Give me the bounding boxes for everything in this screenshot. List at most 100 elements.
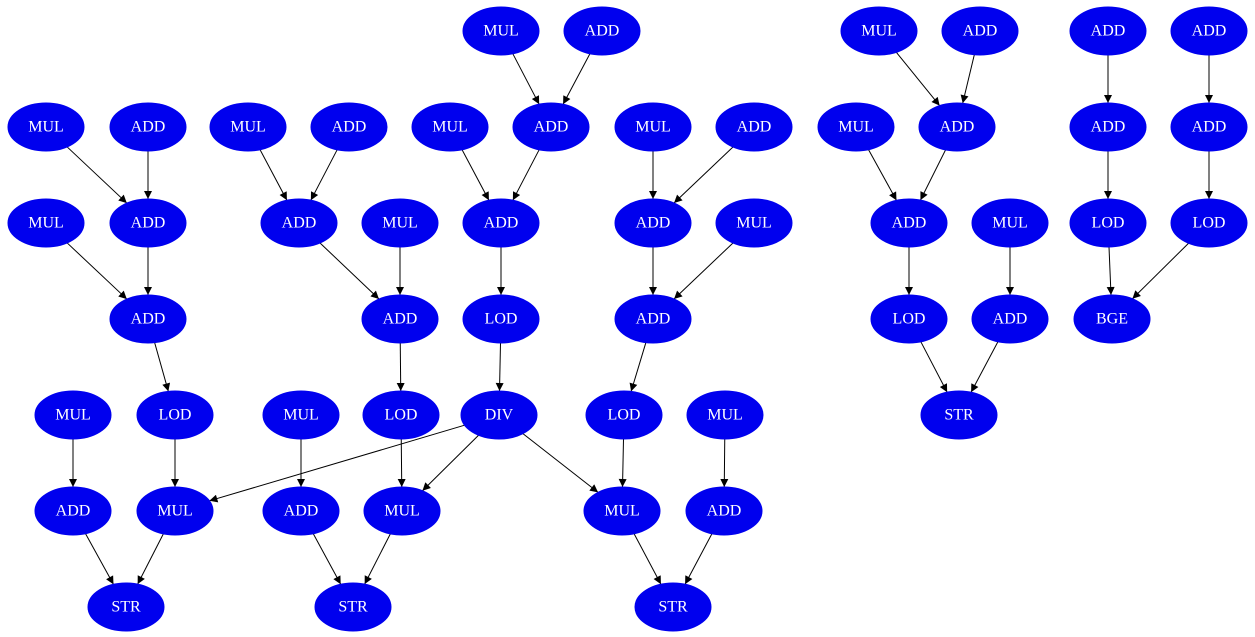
node-label: ADD: [131, 119, 166, 136]
edge: [673, 146, 734, 204]
node-label: MUL: [861, 23, 897, 40]
edge: [209, 424, 465, 503]
node-label: ADD: [1091, 119, 1126, 136]
node: [7, 102, 85, 152]
node: [685, 486, 763, 536]
edge: [919, 149, 947, 201]
node-label: MUL: [55, 407, 91, 424]
node-label: ADD: [282, 215, 317, 232]
node-label: BGE: [1096, 311, 1128, 328]
node-label: MUL: [28, 215, 64, 232]
edge: [522, 433, 599, 493]
node-label: ADD: [585, 23, 620, 40]
node: [614, 102, 692, 152]
node-label: LOD: [1193, 215, 1226, 232]
edge: [396, 342, 405, 392]
node: [361, 294, 439, 344]
node: [634, 582, 712, 632]
edge: [364, 533, 391, 585]
node: [209, 102, 287, 152]
edge: [633, 533, 662, 585]
edge: [720, 438, 729, 488]
node-label: MUL: [432, 119, 468, 136]
edge: [312, 533, 342, 585]
edge: [461, 149, 490, 201]
node-label: ADD: [284, 503, 319, 520]
edge: [629, 342, 647, 392]
node-label: LOD: [485, 311, 518, 328]
node-label: ADD: [332, 119, 367, 136]
edge: [673, 242, 734, 300]
node: [971, 294, 1049, 344]
node: [109, 198, 187, 248]
node: [1170, 6, 1248, 56]
node-label: LOD: [385, 407, 418, 424]
node-label: MUL: [483, 23, 519, 40]
node-label: MUL: [707, 407, 743, 424]
edge: [618, 438, 627, 488]
node: [362, 390, 440, 440]
node: [462, 198, 540, 248]
node: [614, 294, 692, 344]
edge: [684, 533, 713, 585]
node: [1170, 102, 1248, 152]
edge: [319, 242, 380, 300]
node: [314, 582, 392, 632]
node: [109, 294, 187, 344]
node: [7, 198, 85, 248]
edge: [562, 53, 591, 105]
edge: [85, 533, 114, 585]
node-label: MUL: [736, 215, 772, 232]
node-label: ADD: [534, 119, 569, 136]
node-label: ADD: [131, 215, 166, 232]
node-label: LOD: [1092, 215, 1125, 232]
node: [686, 390, 764, 440]
node: [1069, 198, 1147, 248]
node-label: ADD: [993, 311, 1028, 328]
edge: [1132, 242, 1189, 300]
node-label: MUL: [283, 407, 319, 424]
node-label: LOD: [159, 407, 192, 424]
node-label: MUL: [230, 119, 266, 136]
edge: [868, 149, 897, 201]
node: [918, 102, 996, 152]
node: [460, 390, 538, 440]
node-label: ADD: [383, 311, 418, 328]
node-label: ADD: [636, 311, 671, 328]
edge: [397, 438, 406, 488]
node: [310, 102, 388, 152]
node-label: ADD: [636, 215, 671, 232]
edge: [495, 342, 504, 392]
node: [260, 198, 338, 248]
node-label: MUL: [384, 503, 420, 520]
node: [870, 198, 948, 248]
node: [87, 582, 165, 632]
edge: [154, 342, 171, 392]
node: [462, 294, 540, 344]
node: [411, 102, 489, 152]
node-label: ADD: [484, 215, 519, 232]
node-label: MUL: [838, 119, 874, 136]
node: [262, 486, 340, 536]
edge: [137, 533, 164, 585]
node: [262, 390, 340, 440]
node: [971, 198, 1049, 248]
node: [363, 486, 441, 536]
node-label: MUL: [382, 215, 418, 232]
node: [585, 390, 663, 440]
node: [109, 102, 187, 152]
node: [715, 198, 793, 248]
node-label: ADD: [1192, 119, 1227, 136]
node-label: ADD: [707, 503, 742, 520]
node: [136, 390, 214, 440]
node: [462, 6, 540, 56]
edge: [1106, 246, 1115, 296]
node-label: ADD: [892, 215, 927, 232]
node-label: ADD: [940, 119, 975, 136]
edge: [970, 341, 999, 393]
node: [1069, 102, 1147, 152]
node-label: STR: [338, 599, 368, 616]
node: [361, 198, 439, 248]
node-label: MUL: [157, 503, 193, 520]
node-label: MUL: [28, 119, 64, 136]
